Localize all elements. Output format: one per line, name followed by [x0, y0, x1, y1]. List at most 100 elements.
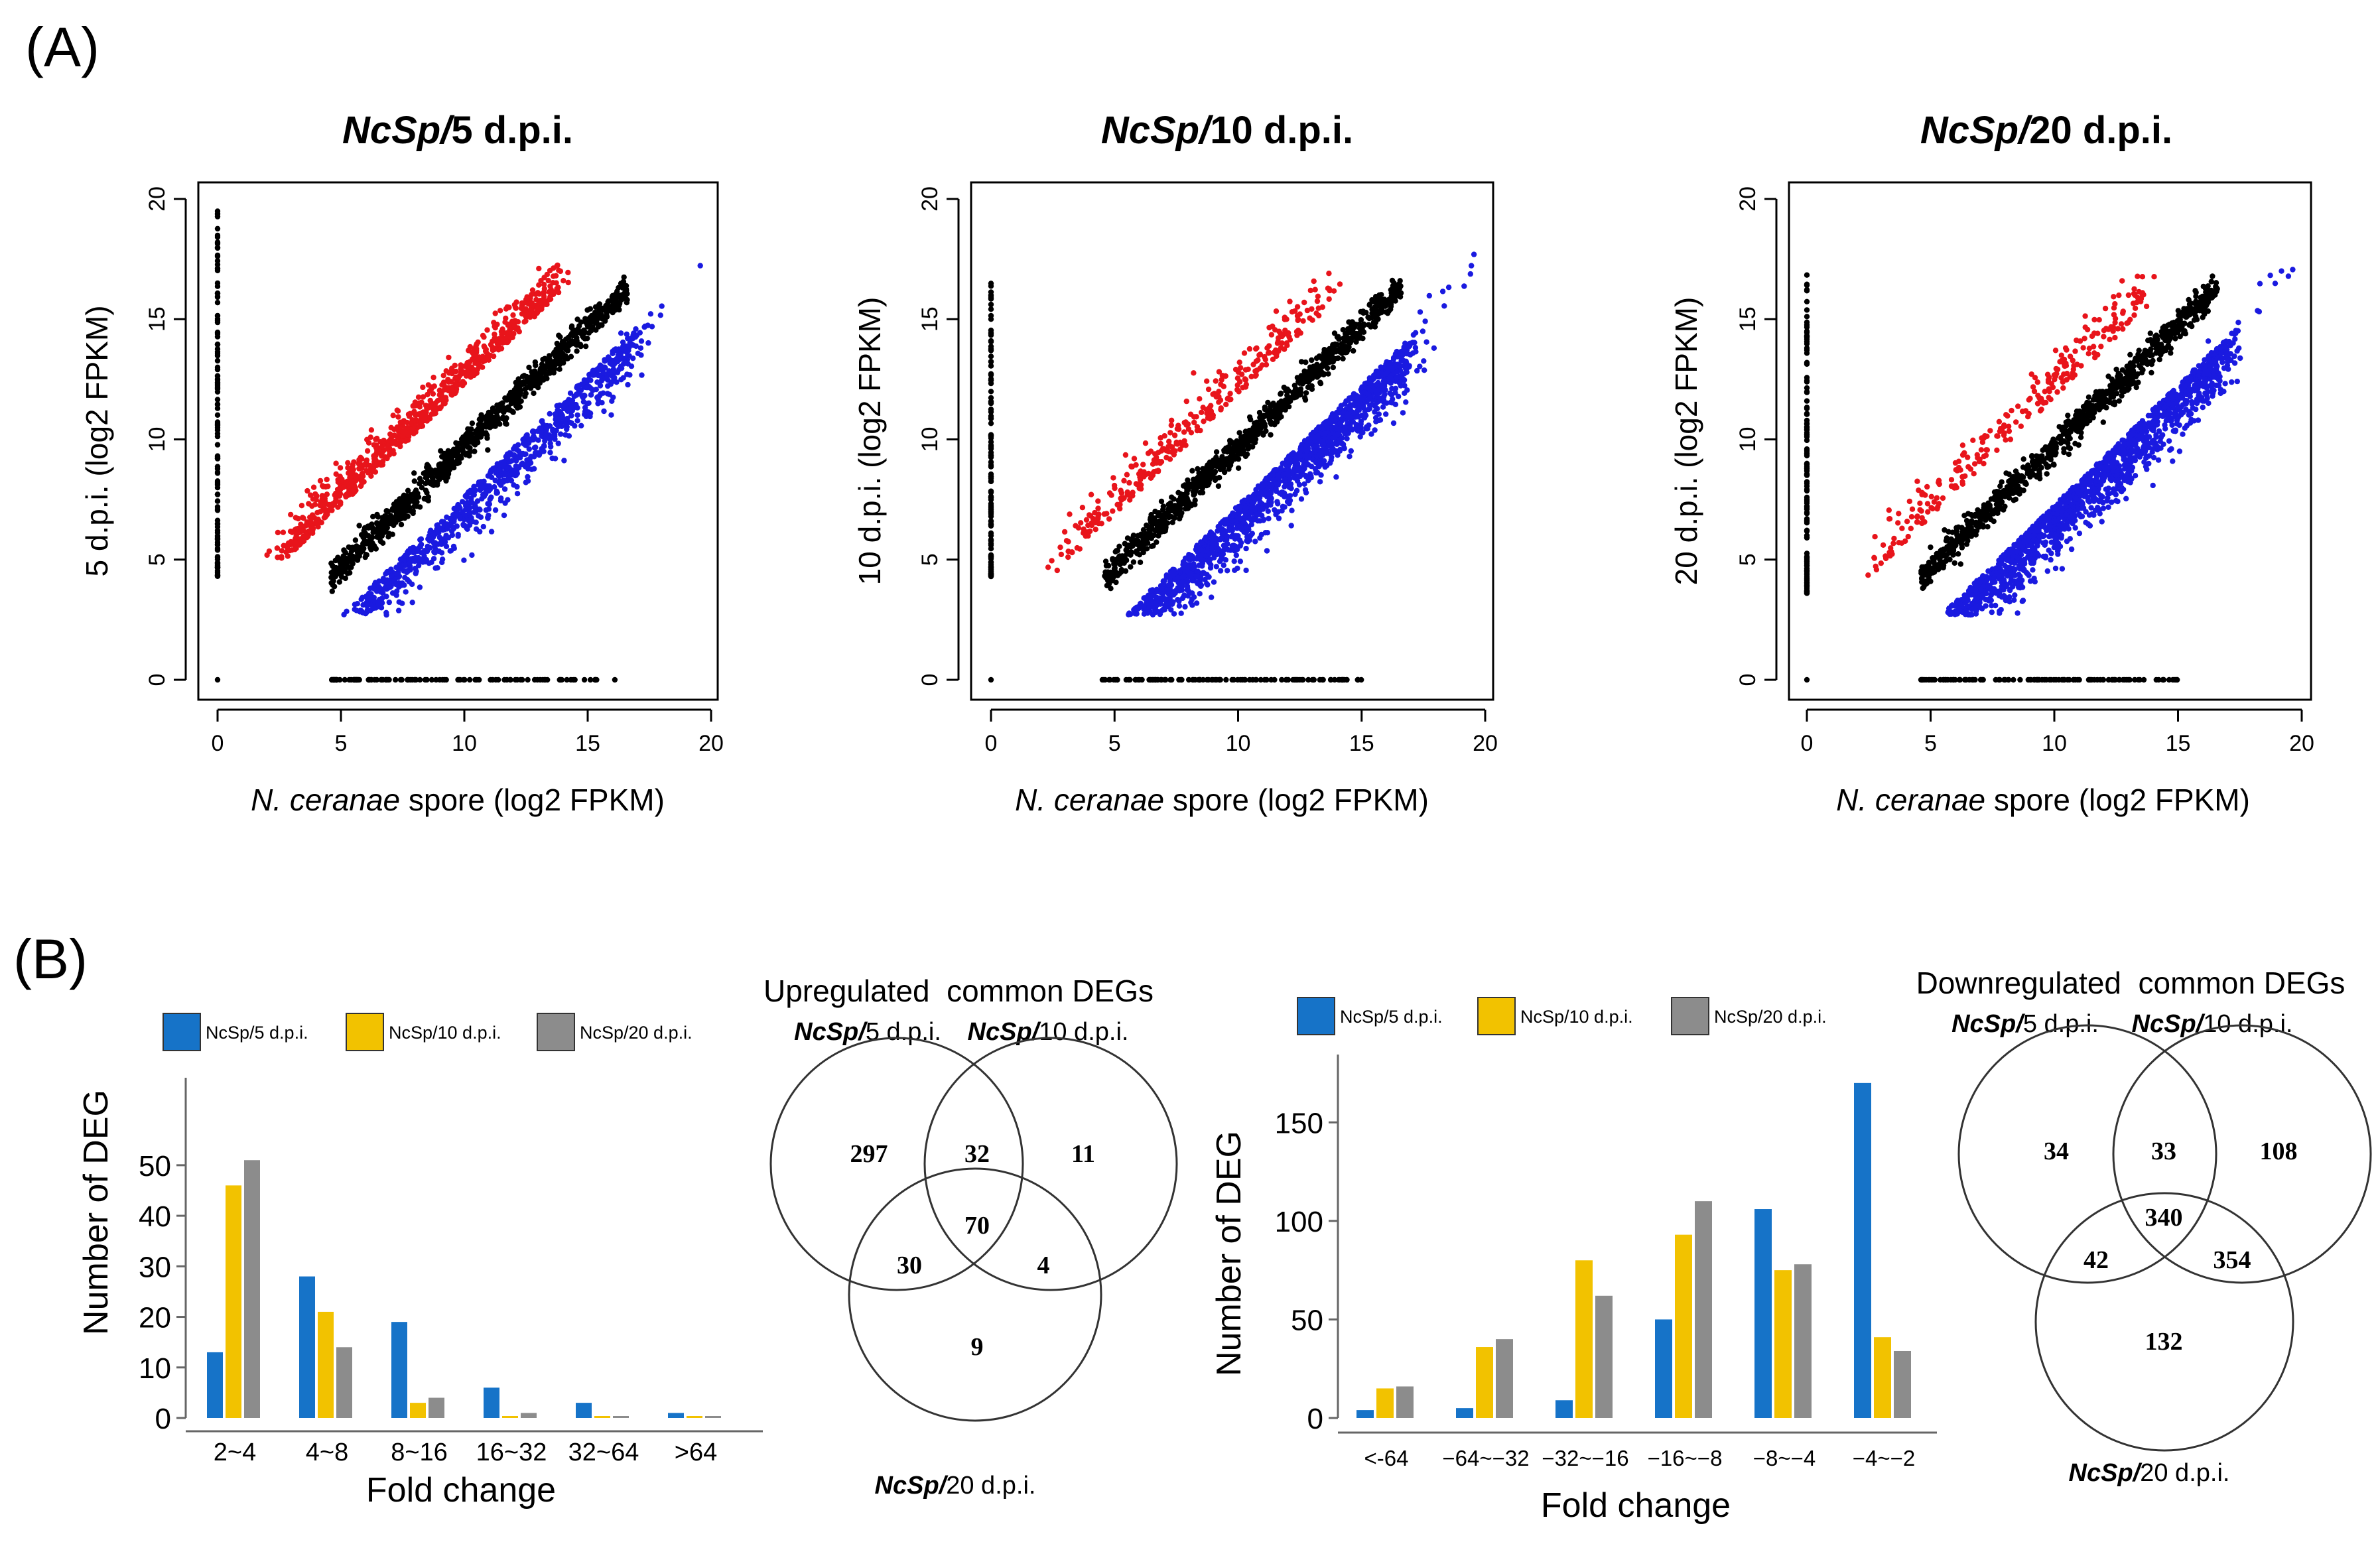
point-ns — [453, 450, 459, 456]
point-ns — [1206, 474, 1213, 480]
point-up — [490, 353, 497, 359]
point-ns — [403, 502, 409, 509]
point-zero-y — [540, 676, 546, 683]
point-down — [464, 494, 470, 500]
scatter-title: NcSp/5 d.p.i. — [342, 109, 573, 152]
point-ns — [1262, 404, 1268, 411]
point-up — [310, 496, 316, 502]
point-down — [532, 450, 539, 456]
point-down — [558, 411, 564, 417]
point-down — [601, 365, 607, 371]
point-down — [511, 452, 517, 458]
point-ns — [1113, 579, 1119, 586]
point-ns — [1250, 444, 1256, 450]
y-tick-label: 10 — [145, 427, 170, 452]
point-down — [496, 467, 502, 473]
point-ns — [417, 504, 423, 510]
point-ns — [513, 379, 519, 385]
point-up — [348, 474, 354, 480]
point-up — [561, 278, 566, 284]
point-ns — [355, 548, 362, 554]
point-down — [455, 531, 461, 538]
x-tick-label: 0 — [212, 731, 224, 756]
point-down — [1387, 390, 1393, 396]
point-down — [599, 400, 605, 406]
point-down — [459, 499, 466, 505]
point-ns — [562, 354, 569, 360]
point-down — [417, 537, 423, 543]
plot-frame — [197, 181, 719, 701]
point-down — [1170, 599, 1176, 605]
point-up — [547, 294, 553, 300]
point-ns — [405, 495, 411, 501]
point-down — [352, 602, 358, 608]
point-ns — [543, 373, 549, 379]
point-up — [502, 319, 508, 325]
point-ns — [546, 353, 553, 359]
point-ns — [398, 521, 405, 528]
point-up — [535, 290, 541, 296]
point-zero-x — [214, 353, 221, 359]
point-up — [397, 419, 403, 425]
point-ns — [375, 514, 381, 520]
point-ns — [1116, 553, 1123, 559]
point-ns — [570, 328, 576, 334]
point-down — [1297, 473, 1303, 480]
point-up — [1204, 378, 1210, 384]
point-ns — [442, 454, 448, 460]
point-up — [1325, 285, 1331, 291]
point-ns — [1250, 425, 1256, 431]
point-up — [356, 457, 362, 463]
point-ns — [621, 274, 627, 281]
point-down — [583, 379, 589, 385]
point-ns — [547, 370, 553, 376]
point-ns — [423, 487, 429, 493]
point-ns — [1252, 420, 1258, 426]
point-ns — [1224, 444, 1230, 451]
point-down — [454, 506, 461, 512]
y-tick-label: 0 — [145, 674, 170, 686]
point-ns — [374, 520, 380, 526]
point-ns — [1340, 355, 1346, 361]
point-up — [492, 310, 498, 316]
point-ns — [1349, 319, 1355, 325]
point-ns — [1191, 485, 1197, 491]
point-up — [317, 502, 323, 509]
point-down — [547, 411, 553, 417]
point-ns — [362, 554, 368, 560]
point-ns — [1308, 375, 1314, 381]
point-down — [578, 422, 584, 428]
point-up — [334, 498, 340, 504]
point-down — [638, 338, 645, 344]
point-zero-y — [581, 676, 588, 683]
point-up — [466, 348, 472, 354]
point-up — [292, 547, 298, 552]
point-up — [310, 484, 317, 490]
point-ns — [584, 336, 590, 342]
point-up — [1210, 413, 1217, 418]
point-ns — [1224, 459, 1230, 466]
point-down — [641, 324, 647, 330]
point-down — [1292, 491, 1298, 497]
point-ns — [348, 564, 354, 570]
point-zero-y — [612, 676, 618, 683]
point-ns — [1128, 564, 1134, 570]
point-up — [279, 554, 285, 560]
y-tick-label: 20 — [145, 186, 170, 212]
point-ns — [1246, 414, 1253, 420]
point-ns — [557, 334, 563, 340]
point-down — [498, 495, 504, 501]
point-up — [1117, 505, 1123, 512]
point-ns — [1140, 527, 1147, 533]
point-ns — [1112, 548, 1118, 555]
point-up — [1166, 438, 1172, 444]
point-up — [1175, 426, 1182, 432]
point-ns — [538, 371, 544, 377]
point-ns — [457, 440, 463, 447]
point-up — [1063, 538, 1070, 544]
point-up — [1242, 384, 1249, 390]
point-ns — [1102, 558, 1109, 564]
point-up — [1200, 405, 1206, 411]
point-zero-x — [214, 241, 221, 247]
